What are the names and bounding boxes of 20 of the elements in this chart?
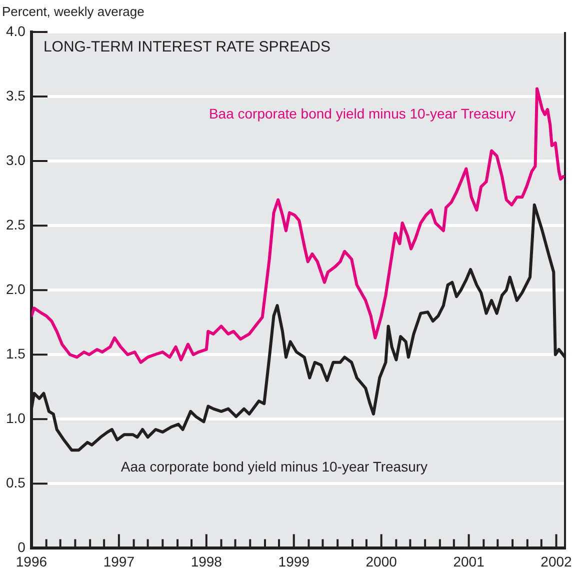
x-tick-label: 1999 [278,553,310,570]
y-tick-label: 2.5 [6,216,26,232]
x-tick-label: 2000 [366,553,398,570]
y-tick-label: 1.5 [6,345,26,362]
y-axis-title: Percent, weekly average [2,4,144,20]
x-tick-label: 2001 [453,553,485,570]
y-tick-label: 3.5 [6,87,26,104]
y-tick-label: 0 [18,539,26,556]
series-label: Baa corporate bond yield minus 10-year Treasury [208,105,516,122]
x-tick-label: 1997 [103,553,135,570]
y-tick-label: 0.5 [6,474,26,491]
y-tick-label: 4.0 [6,22,26,39]
y-tick-label: 3.0 [6,152,26,168]
series-label: Aaa corporate bond yield minus 10-year Treasury [120,458,428,475]
y-tick-label: 2.0 [6,280,26,297]
y-tick-label: 1.0 [6,410,26,426]
x-tick-label: 2002 [540,553,572,570]
x-tick-label: 1998 [190,553,222,570]
text: LONG-TERM INTEREST RATE SPREADS [43,38,330,56]
x-tick-label: 1996 [16,553,48,570]
